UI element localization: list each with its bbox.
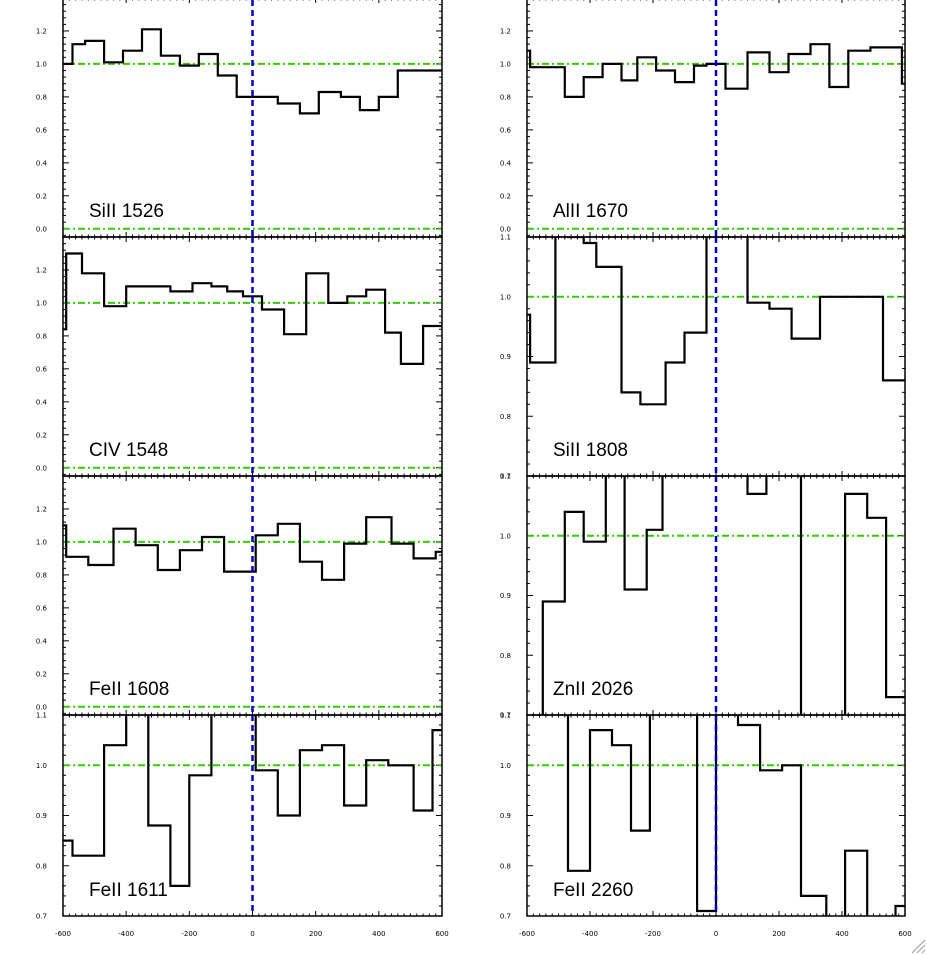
panel-label: FeII 1611 (89, 880, 168, 901)
y-tick-label: 1.0 (36, 538, 47, 546)
y-tick-label: 0.8 (36, 571, 47, 579)
y-tick-label: 0.4 (36, 398, 48, 406)
panel-label: AlII 1670 (553, 201, 628, 222)
y-tick-label: 0.6 (36, 365, 48, 373)
spectrum-line (527, 237, 905, 406)
panel-label: FeII 2260 (553, 880, 633, 901)
x-tick-label: 600 (435, 930, 448, 938)
x-tick-label: -200 (181, 930, 197, 938)
x-tick-label: -600 (55, 930, 71, 938)
panel: 0.7 0.8 0.9 1.0 1.1 FeII 2260 (500, 712, 906, 921)
panel: 0.0 0.2 0.4 0.6 0.8 1.0 1.2 SiII 1526 (36, 0, 443, 238)
y-tick-label: 0.8 (500, 413, 511, 421)
y-tick-label: 0.9 (500, 353, 511, 361)
y-tick-label: 0.8 (500, 652, 511, 660)
panel-label: FeII 1608 (89, 679, 169, 700)
y-tick-label: 0.6 (36, 126, 48, 134)
y-tick-label: 0.2 (36, 670, 47, 678)
y-tick-label: 0.6 (36, 604, 48, 612)
y-tick-label: 1.0 (500, 293, 511, 301)
x-tick-label: 0 (250, 930, 254, 938)
x-tick-label: 400 (835, 930, 848, 938)
x-tick-label: -400 (582, 930, 598, 938)
x-tick-label: -400 (118, 930, 134, 938)
y-tick-label: 0.4 (36, 637, 48, 645)
panel-label: ZnII 2026 (553, 679, 633, 700)
resize-grip-icon[interactable] (911, 939, 926, 954)
x-tick-label: 200 (309, 930, 322, 938)
y-tick-label: 1.1 (500, 234, 511, 242)
x-tick-label: -600 (519, 930, 535, 938)
y-tick-label: 0.0 (500, 225, 511, 233)
y-tick-label: 1.2 (500, 27, 511, 35)
y-tick-label: 0.7 (500, 712, 511, 720)
y-tick-label: 0.0 (36, 703, 47, 711)
panel: 0.0 0.2 0.4 0.6 0.8 1.0 1.2 FeII 1608 (36, 475, 443, 716)
y-tick-label: 1.2 (36, 266, 47, 274)
y-tick-label: 1.0 (36, 60, 47, 68)
panel-frame (62, 714, 443, 917)
panel: 0.0 0.2 0.4 0.6 0.8 1.0 1.2 AlII 1670 (500, 0, 906, 238)
y-tick-label: 1.0 (36, 762, 47, 770)
y-tick-label: 0.8 (500, 93, 511, 101)
x-tick-label: -200 (645, 930, 661, 938)
y-tick-label: 0.8 (36, 93, 47, 101)
panel-label: CIV 1548 (89, 440, 168, 461)
x-tick-label: 600 (898, 930, 911, 938)
x-tick-label: 200 (772, 930, 785, 938)
y-tick-label: 0.4 (500, 159, 512, 167)
panel: 0.0 0.2 0.4 0.6 0.8 1.0 1.2 CIV 1548 (36, 236, 443, 477)
y-tick-label: 0.8 (36, 862, 47, 870)
y-tick-label: 1.0 (500, 762, 511, 770)
spectrum-line (541, 476, 905, 715)
panel: 0.7 0.8 0.9 1.0 1.1 FeII 1611 (36, 712, 443, 921)
y-tick-label: 0.7 (500, 913, 511, 921)
y-tick-label: 0.7 (500, 473, 511, 481)
y-tick-label: 1.1 (500, 473, 511, 481)
panel-label: SiII 1526 (89, 201, 164, 222)
y-tick-label: 0.9 (500, 592, 511, 600)
y-tick-label: 0.8 (36, 332, 47, 340)
y-tick-label: 0.0 (36, 464, 47, 472)
y-tick-label: 1.1 (36, 712, 47, 720)
y-tick-label: 0.2 (36, 431, 47, 439)
y-tick-label: 1.0 (500, 60, 511, 68)
y-tick-label: 0.7 (36, 913, 47, 921)
y-tick-label: 0.9 (36, 812, 47, 820)
spectrum-line (63, 28, 442, 115)
panel-label: SiII 1808 (553, 440, 628, 461)
y-tick-label: 0.2 (500, 192, 511, 200)
spectrum-line (527, 43, 905, 98)
y-tick-label: 0.4 (36, 159, 48, 167)
y-tick-label: 1.0 (500, 532, 511, 540)
y-tick-label: 1.2 (36, 27, 47, 35)
y-tick-label: 1.2 (36, 505, 47, 513)
x-axis-labels: -600 -400 -200 0 200 400 600 -600 -400 -200 0 200 40… (55, 930, 912, 938)
panel: 0.7 0.8 0.9 1.0 1.1 ZnII 2026 (500, 473, 906, 720)
panel-frame (526, 714, 906, 917)
y-tick-label: 1.0 (36, 299, 47, 307)
y-tick-label: 0.6 (500, 126, 512, 134)
y-tick-label: 0.2 (36, 192, 47, 200)
spectrum-line (63, 715, 442, 887)
spectrum-line (63, 516, 442, 581)
y-tick-label: 0.9 (500, 812, 511, 820)
panel: 0.7 0.8 0.9 1.0 1.1 SiII 1808 (500, 234, 906, 481)
y-tick-label: 0.0 (36, 225, 47, 233)
y-tick-label: 0.8 (500, 862, 511, 870)
spectrum-line (566, 715, 905, 916)
y-tick-label: 1.1 (500, 712, 511, 720)
x-tick-label: 400 (372, 930, 385, 938)
x-tick-label: 0 (714, 930, 718, 938)
spectrum-line (63, 252, 442, 365)
